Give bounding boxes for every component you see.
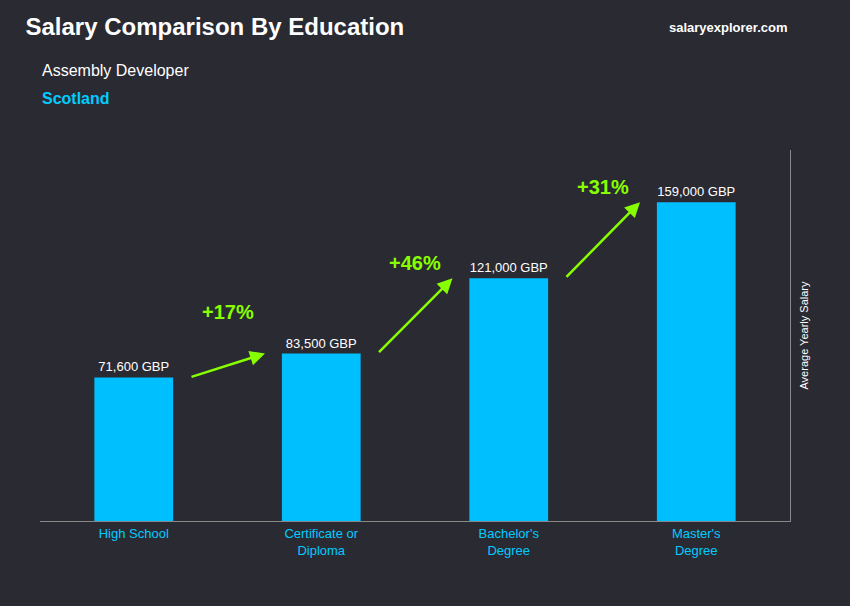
svg-text:+31%: +31% bbox=[577, 176, 629, 198]
svg-text:Certificate orDiploma: Certificate orDiploma bbox=[284, 526, 358, 558]
svg-text:Bachelor'sDegree: Bachelor'sDegree bbox=[479, 526, 540, 558]
svg-text:121,000 GBP: 121,000 GBP bbox=[470, 260, 548, 275]
svg-text:High School: High School bbox=[99, 526, 169, 541]
svg-text:Assembly Developer: Assembly Developer bbox=[42, 62, 189, 79]
svg-text:83,500 GBP: 83,500 GBP bbox=[286, 336, 357, 351]
svg-text:+17%: +17% bbox=[202, 301, 254, 323]
svg-text:Scotland: Scotland bbox=[42, 90, 110, 107]
svg-text:salaryexplorer.com: salaryexplorer.com bbox=[669, 20, 788, 35]
svg-text:159,000 GBP: 159,000 GBP bbox=[657, 184, 735, 199]
svg-text:Salary Comparison By Education: Salary Comparison By Education bbox=[26, 13, 405, 40]
svg-text:+46%: +46% bbox=[389, 252, 441, 274]
svg-text:Master'sDegree: Master'sDegree bbox=[672, 526, 721, 558]
svg-text:Average Yearly Salary: Average Yearly Salary bbox=[798, 281, 810, 390]
svg-text:71,600 GBP: 71,600 GBP bbox=[98, 359, 169, 374]
